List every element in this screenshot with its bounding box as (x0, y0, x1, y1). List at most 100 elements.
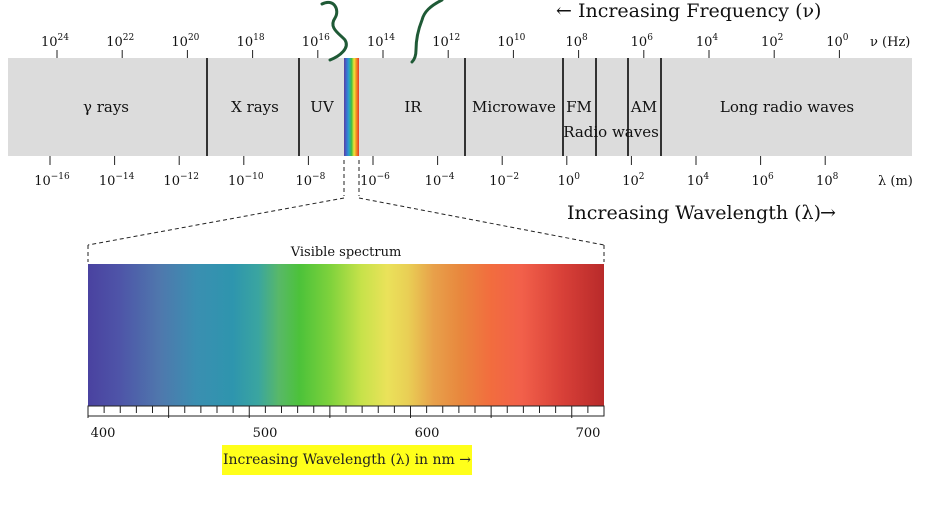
wavelength-tick-label-exp: −16 (51, 172, 70, 182)
region-uv-label: UV (310, 98, 335, 116)
frequency-tick-label-exp: 14 (384, 33, 396, 43)
visible-tick-500: 500 (253, 426, 278, 441)
frequency-tick-label-exp: 20 (188, 33, 200, 43)
visible-band-small (344, 58, 359, 156)
region-long-radio-label: Long radio waves (720, 98, 854, 116)
wavelength-tick-label: 104 (687, 172, 710, 189)
wavelength-tick-label: 10−8 (295, 172, 325, 189)
wavelength-axis-unit: λ (m) (878, 174, 913, 189)
frequency-tick-label-base: 10 (565, 35, 582, 50)
wavelength-tick-label: 10−14 (99, 172, 135, 189)
frequency-tick-label: 1024 (41, 33, 69, 50)
frequency-tick-label-exp: 4 (712, 33, 718, 43)
wavelength-tick-label-exp: −4 (441, 172, 455, 182)
wavelength-tick-label-base: 10 (34, 174, 51, 189)
wavelength-tick-label: 10−4 (425, 172, 455, 189)
region-microwave-label: Microwave (472, 98, 556, 116)
wavelength-tick-label-exp: −12 (180, 172, 199, 182)
wavelength-tick-label-base: 10 (99, 174, 116, 189)
visible-tick-600: 600 (415, 426, 440, 441)
wavelength-ticks: 10−16 10−14 10−12 10−10 10−8 10−6 10−4 10−2 100 1… (34, 156, 839, 189)
wavelength-tick-label: 10−6 (360, 172, 390, 189)
spectrum-band (8, 58, 912, 156)
highlighted-caption: Increasing Wavelength (λ) in nm → (222, 445, 472, 475)
frequency-tick-label: 1010 (497, 33, 525, 50)
wavelength-tick-label: 108 (816, 172, 839, 189)
wavelength-tick-label-base: 10 (558, 174, 575, 189)
visible-spectrum-title: Visible spectrum (290, 245, 402, 260)
frequency-tick-label-exp: 2 (778, 33, 784, 43)
wavelength-tick-label: 10−10 (228, 172, 264, 189)
wavelength-tick-label-exp: 2 (639, 172, 645, 182)
frequency-tick-label-exp: 12 (449, 33, 460, 43)
zoom-connectors (87, 160, 605, 262)
frequency-tick-label-base: 10 (302, 35, 319, 50)
wavelength-tick-label-exp: −2 (506, 172, 519, 182)
wavelength-axis-title: Increasing Wavelength (λ) (567, 202, 821, 224)
visible-tick-700: 700 (576, 426, 601, 441)
frequency-tick-label-exp: 22 (123, 33, 134, 43)
wavelength-tick-label-base: 10 (360, 174, 377, 189)
frequency-tick-label-base: 10 (826, 35, 843, 50)
frequency-tick-label-exp: 6 (647, 33, 653, 43)
wavelength-tick-label-base: 10 (751, 174, 768, 189)
frequency-tick-label-base: 10 (497, 35, 514, 50)
wavelength-tick-label-base: 10 (228, 174, 245, 189)
frequency-tick-label-base: 10 (432, 35, 449, 50)
frequency-tick-label: 1014 (367, 33, 395, 50)
annotation-squiggles (320, 0, 444, 64)
wavelength-tick-label: 10−2 (489, 172, 519, 189)
region-am-label: AM (630, 98, 657, 116)
wavelength-tick-label-base: 10 (622, 174, 639, 189)
frequency-tick-label-exp: 18 (253, 33, 265, 43)
wavelength-tick-label: 102 (622, 172, 644, 189)
visible-tick-400: 400 (91, 426, 116, 441)
frequency-axis-unit: ν (Hz) (870, 35, 910, 50)
frequency-tick-label: 106 (631, 33, 654, 50)
connector-left-diagonal (87, 197, 345, 246)
frequency-tick-label-exp: 0 (843, 33, 849, 43)
frequency-tick-label-exp: 24 (58, 33, 70, 43)
frequency-tick-label-base: 10 (171, 35, 188, 50)
frequency-tick-label: 1022 (106, 33, 134, 50)
annotation-squiggle-uv (320, 1, 348, 62)
frequency-tick-label-exp: 10 (514, 33, 526, 43)
wavelength-tick-label-exp: −10 (245, 172, 264, 182)
wavelength-tick-label-base: 10 (295, 174, 312, 189)
region-gamma-label: γ rays (83, 98, 129, 116)
frequency-tick-label: 1012 (432, 33, 460, 50)
frequency-tick-label-base: 10 (631, 35, 648, 50)
frequency-ticks: 1024 1022 1020 1018 1016 1014 1012 1010 108 106 10… (41, 33, 849, 58)
wavelength-tick-label-base: 10 (816, 174, 833, 189)
frequency-tick-label: 104 (696, 33, 719, 50)
frequency-tick-label-base: 10 (41, 35, 58, 50)
wavelength-tick-label: 100 (558, 172, 581, 189)
wavelength-tick-label-base: 10 (687, 174, 704, 189)
wavelength-tick-label-exp: 6 (768, 172, 774, 182)
visible-spectrum-bar (88, 264, 604, 406)
frequency-tick-label-base: 10 (367, 35, 384, 50)
wavelength-tick-label-exp: 8 (833, 172, 839, 182)
frequency-tick-label-base: 10 (696, 35, 713, 50)
frequency-tick-label-base: 10 (761, 35, 778, 50)
frequency-tick-label: 102 (761, 33, 783, 50)
wavelength-tick-label: 106 (751, 172, 774, 189)
frequency-tick-label-base: 10 (237, 35, 254, 50)
wavelength-tick-label-exp: 4 (703, 172, 709, 182)
frequency-tick-label: 1018 (237, 33, 265, 50)
frequency-tick-label: 108 (565, 33, 588, 50)
visible-caption: Increasing Wavelength (λ) in nm → (222, 452, 471, 468)
region-radio-label: Radio waves (563, 123, 659, 141)
wavelength-tick-label-base: 10 (163, 174, 180, 189)
frequency-axis-title: ← Increasing Frequency (ν) (556, 0, 821, 22)
region-fm-label: FM (566, 98, 592, 116)
frequency-tick-label: 1016 (302, 33, 330, 50)
visible-ruler-ticks (87, 406, 605, 418)
wavelength-tick-label: 10−12 (163, 172, 199, 189)
annotation-squiggle-ir (410, 0, 444, 64)
frequency-tick-label-exp: 8 (582, 33, 588, 43)
region-dividers (206, 58, 662, 156)
wavelength-tick-label-exp: −6 (377, 172, 391, 182)
